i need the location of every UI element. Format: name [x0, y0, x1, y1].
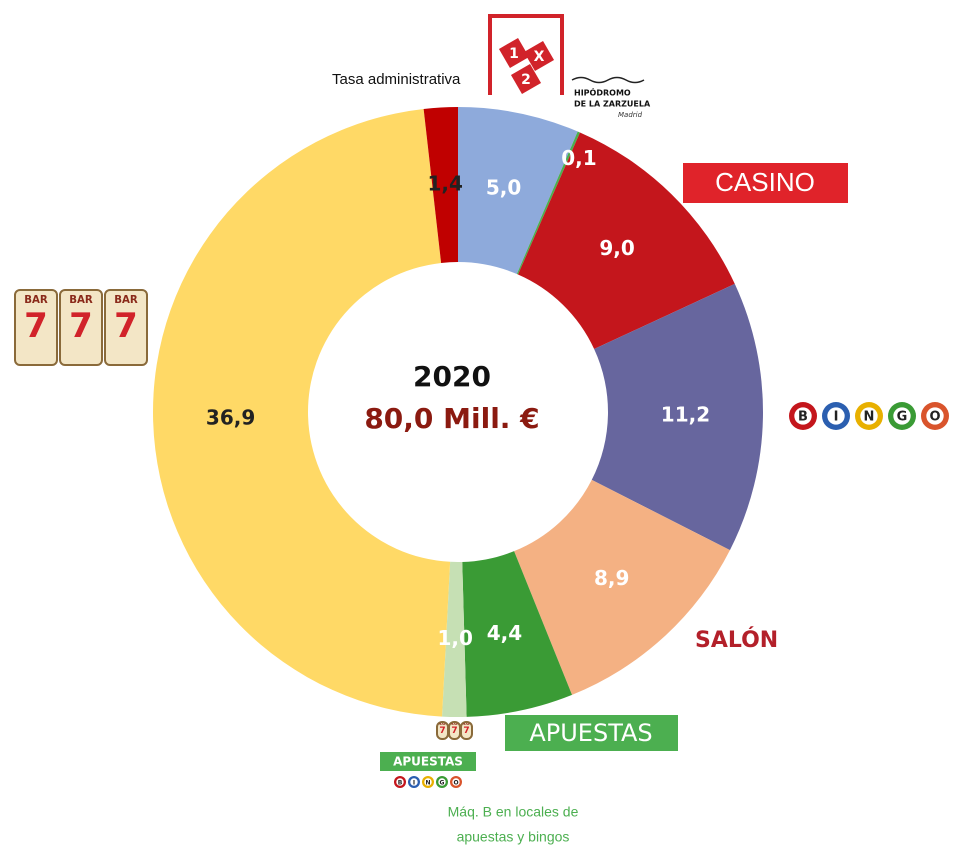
icon-text: BAR [463, 722, 470, 726]
small-apuestas-badge [380, 752, 476, 771]
category-label: Máq. B en locales de [448, 804, 579, 820]
icon-text: BAR [69, 295, 93, 306]
icon-text: BAR [24, 295, 48, 306]
icon-text: 7 [69, 306, 93, 346]
slice-label: 11,2 [661, 403, 710, 427]
quiniela-logo: 1 X 2 [488, 14, 564, 95]
slice-label: 0,1 [561, 146, 596, 170]
icon-text: G [440, 780, 445, 787]
icon-text: 7 [114, 306, 138, 346]
slice-label: 1,4 [427, 171, 462, 195]
slice-label: 8,9 [594, 566, 629, 590]
category-label: Tasa administrativa [332, 71, 461, 88]
category-label: SALÓN [695, 627, 778, 653]
bingo-ball-face [860, 407, 878, 425]
icon-text: Madrid [618, 111, 643, 119]
icon-text: G [897, 410, 908, 425]
center-title: 2020 [413, 360, 491, 393]
bingo-ball-face [452, 778, 460, 786]
icon-text: 7 [463, 726, 469, 736]
bingo-ball-face [926, 407, 944, 425]
icon-text: 7 [439, 726, 445, 736]
icon-text: DE LA ZARZUELA [574, 100, 651, 109]
icon-text: BAR [439, 722, 446, 726]
icon-text: 1 [509, 46, 519, 62]
bingo-ball-face [827, 407, 845, 425]
slice-label: 4,4 [487, 621, 522, 645]
apuestas-badge [505, 715, 678, 751]
icon-text: B [798, 410, 808, 425]
category-label: CASINO [715, 167, 815, 197]
slice-label: 5,0 [486, 176, 521, 200]
slice [442, 561, 467, 717]
slice [153, 108, 451, 717]
bingo-ball-face [396, 778, 404, 786]
slot-reel [59, 289, 103, 366]
icon-text: I [413, 780, 415, 787]
icon-text: BAR [114, 295, 138, 306]
donut: 5,0 0,1 9,0 11,2 8,9 4,4 1,0 36,9 1,4 [153, 107, 763, 717]
slot-reel [460, 721, 473, 740]
icon-text: 7 [451, 726, 457, 736]
bingo-ball-face [438, 778, 446, 786]
icon-text: O [929, 410, 940, 425]
icon-text: N [864, 410, 875, 425]
bingo-ball-face [893, 407, 911, 425]
icon-text: APUESTAS [393, 755, 463, 769]
icon-text: 7 [24, 306, 48, 346]
slice [516, 131, 580, 275]
icon-text: N [425, 780, 430, 787]
icon-text: BAR [451, 722, 458, 726]
icon-text: 2 [521, 72, 531, 88]
slice-label: 1,0 [438, 626, 473, 650]
slice [517, 132, 735, 349]
bingo-ball-face [410, 778, 418, 786]
slice-label: 36,9 [206, 405, 255, 429]
center-subtitle: 80,0 Mill. € [364, 402, 539, 435]
bingo-ball-face [794, 407, 812, 425]
icon-text: B [398, 780, 403, 787]
slice [458, 107, 578, 275]
slice [423, 107, 458, 263]
slice [462, 551, 573, 717]
slot-reel [14, 289, 58, 366]
slice [591, 283, 763, 551]
category-label: APUESTAS [529, 719, 652, 747]
slot-reel [104, 289, 148, 366]
casino-badge [683, 163, 848, 203]
bingo-ball-face [424, 778, 432, 786]
slice [514, 479, 730, 695]
category-label: apuestas y bingos [457, 829, 570, 845]
icon-text: HIPÓDROMO [574, 87, 631, 98]
hipodromo-logo: HIPÓDROMO DE LA ZARZUELA Madrid [571, 76, 651, 119]
icon-text: I [834, 410, 839, 425]
slice-label: 9,0 [599, 236, 634, 260]
icon-text: X [534, 49, 545, 65]
icon-text: O [453, 780, 458, 787]
